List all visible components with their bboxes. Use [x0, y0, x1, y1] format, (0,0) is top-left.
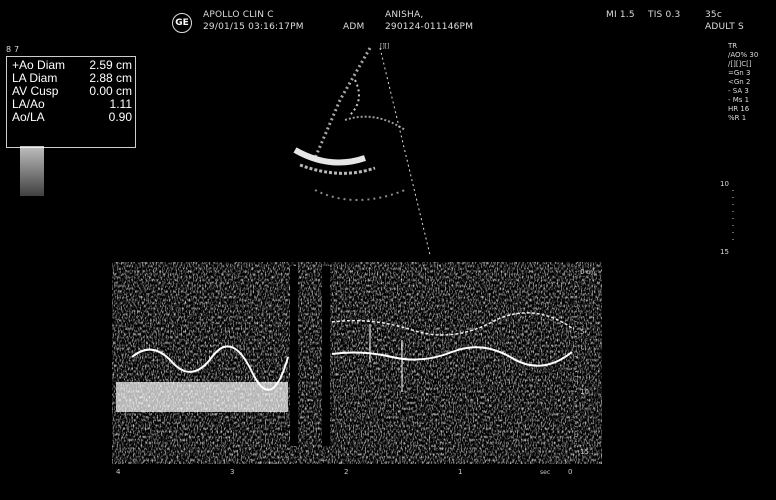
mmode-depth-label: 10 — [580, 388, 589, 396]
side-item: - Ms 1 — [728, 96, 758, 105]
ao-diam-label: Ao Diam — [19, 58, 65, 72]
grayscale-bar — [20, 146, 44, 196]
time-label: 4 — [116, 468, 121, 476]
side-item: =Gn 3 — [728, 69, 758, 78]
side-item: HR 16 — [728, 105, 758, 114]
mmode-depth-unit: cm — [586, 269, 595, 276]
frame-rate: 35c — [705, 10, 722, 21]
side-item: /[][]C[] — [728, 60, 758, 69]
side-item: %R 1 — [728, 114, 758, 123]
time-label: 2 — [344, 468, 348, 476]
side-panel: TR /AO% 30 /[][]C[] =Gn 3 <Gn 2 - SA 3 -… — [728, 42, 758, 123]
time-label: 1 — [458, 468, 462, 476]
mmode-depth-label: 5 — [580, 328, 584, 336]
measurement-box: +Ao Diam 2.59 cm LA Diam 2.88 cm AV Cusp… — [6, 56, 136, 148]
mmode-depth-label: 15 — [580, 448, 589, 456]
institution-name: APOLLO CLIN C — [203, 10, 274, 21]
mmode-depth-label: 0 — [580, 268, 584, 276]
depth-marker: 10 — [720, 180, 729, 189]
side-item: <Gn 2 — [728, 78, 758, 87]
time-label: 0 — [568, 468, 572, 476]
depth-scale-ticks — [730, 190, 736, 246]
ao-la-value: 0.90 — [109, 111, 132, 124]
mechanical-index: MI 1.5 — [606, 10, 635, 21]
preset-label: ADULT S — [705, 22, 744, 33]
mmode-trace: 0 5 10 15 cm 4 3 2 1 0 sec — [112, 262, 602, 480]
ge-logo-icon: GE — [172, 13, 192, 33]
side-item: /AO% 30 — [728, 51, 758, 60]
2d-echo-sector: [][] — [255, 40, 465, 260]
operator-label: ADM — [343, 22, 364, 33]
measurement-row: Ao/LA 0.90 — [7, 111, 135, 124]
probe-label: 8 7 — [6, 44, 19, 55]
thermal-index: TIS 0.3 — [648, 10, 680, 21]
side-item: - SA 3 — [728, 87, 758, 96]
time-label: 3 — [230, 468, 234, 476]
time-unit: sec — [540, 469, 550, 476]
patient-id: 290124-011146PM — [385, 22, 473, 33]
ao-la-label: Ao/LA — [12, 111, 45, 124]
exam-datetime: 29/01/15 03:16:17PM — [203, 22, 304, 33]
depth-marker: 15 — [720, 248, 729, 257]
caliper-marker-icon: + — [12, 58, 19, 72]
patient-name: ANISHA, — [385, 10, 423, 21]
svg-text:[][]: [][] — [380, 43, 389, 50]
side-item: TR — [728, 42, 758, 51]
